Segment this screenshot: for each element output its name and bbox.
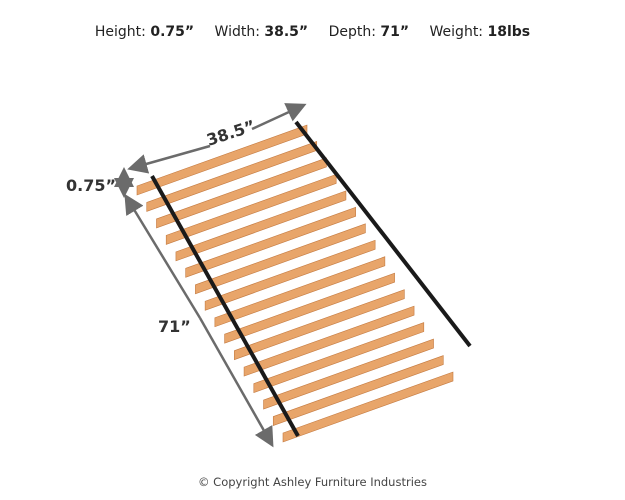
slat — [224, 272, 395, 344]
slat — [185, 206, 356, 278]
slat — [263, 338, 434, 410]
slat — [195, 223, 366, 295]
slat — [156, 157, 327, 229]
slat — [165, 173, 337, 245]
depth-label: 71” — [158, 317, 191, 336]
spec-height: Height: 0.75” — [94, 24, 195, 40]
slat — [282, 371, 454, 443]
depth-arrow — [198, 317, 274, 448]
depth-arrow — [124, 193, 202, 319]
copyright: © Copyright Ashley Furniture Industries — [198, 475, 427, 489]
straps — [150, 120, 472, 437]
slat — [204, 239, 376, 311]
spec-weight: Weight: 18lbs — [429, 24, 531, 40]
slat — [175, 190, 347, 262]
width-arrow — [127, 144, 211, 174]
spec-depth: Depth: 71” — [328, 24, 410, 40]
height-label: 0.75” — [66, 176, 116, 195]
slat — [243, 305, 415, 377]
slat — [214, 256, 386, 328]
specs-line: Height: 0.75” Width: 38.5” Depth: 71” We… — [0, 24, 625, 40]
strap — [150, 175, 300, 437]
slat — [234, 289, 405, 361]
slat — [253, 322, 425, 394]
slat — [272, 355, 444, 426]
strap — [294, 120, 472, 348]
width-arrow — [251, 103, 307, 131]
spec-width: Width: 38.5” — [214, 24, 309, 40]
width-label: 38.5” — [204, 116, 257, 150]
slats — [136, 124, 454, 443]
